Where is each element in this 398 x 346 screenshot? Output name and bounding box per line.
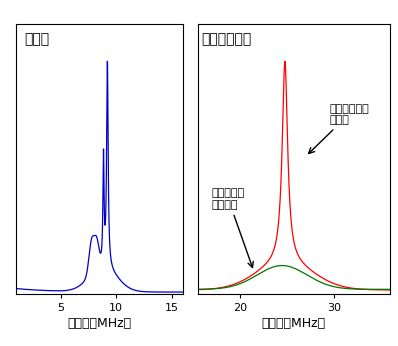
X-axis label: 周波数（MHz）: 周波数（MHz） <box>68 317 132 330</box>
Text: 市販品: 市販品 <box>24 32 49 46</box>
Text: 圧力アニール
処理後: 圧力アニール 処理後 <box>309 103 369 154</box>
X-axis label: 周波数（MHz）: 周波数（MHz） <box>262 317 326 330</box>
Text: 印刷アンテナ: 印刷アンテナ <box>201 32 252 46</box>
Text: 圧力アニー
ル処理前: 圧力アニー ル処理前 <box>212 188 253 267</box>
